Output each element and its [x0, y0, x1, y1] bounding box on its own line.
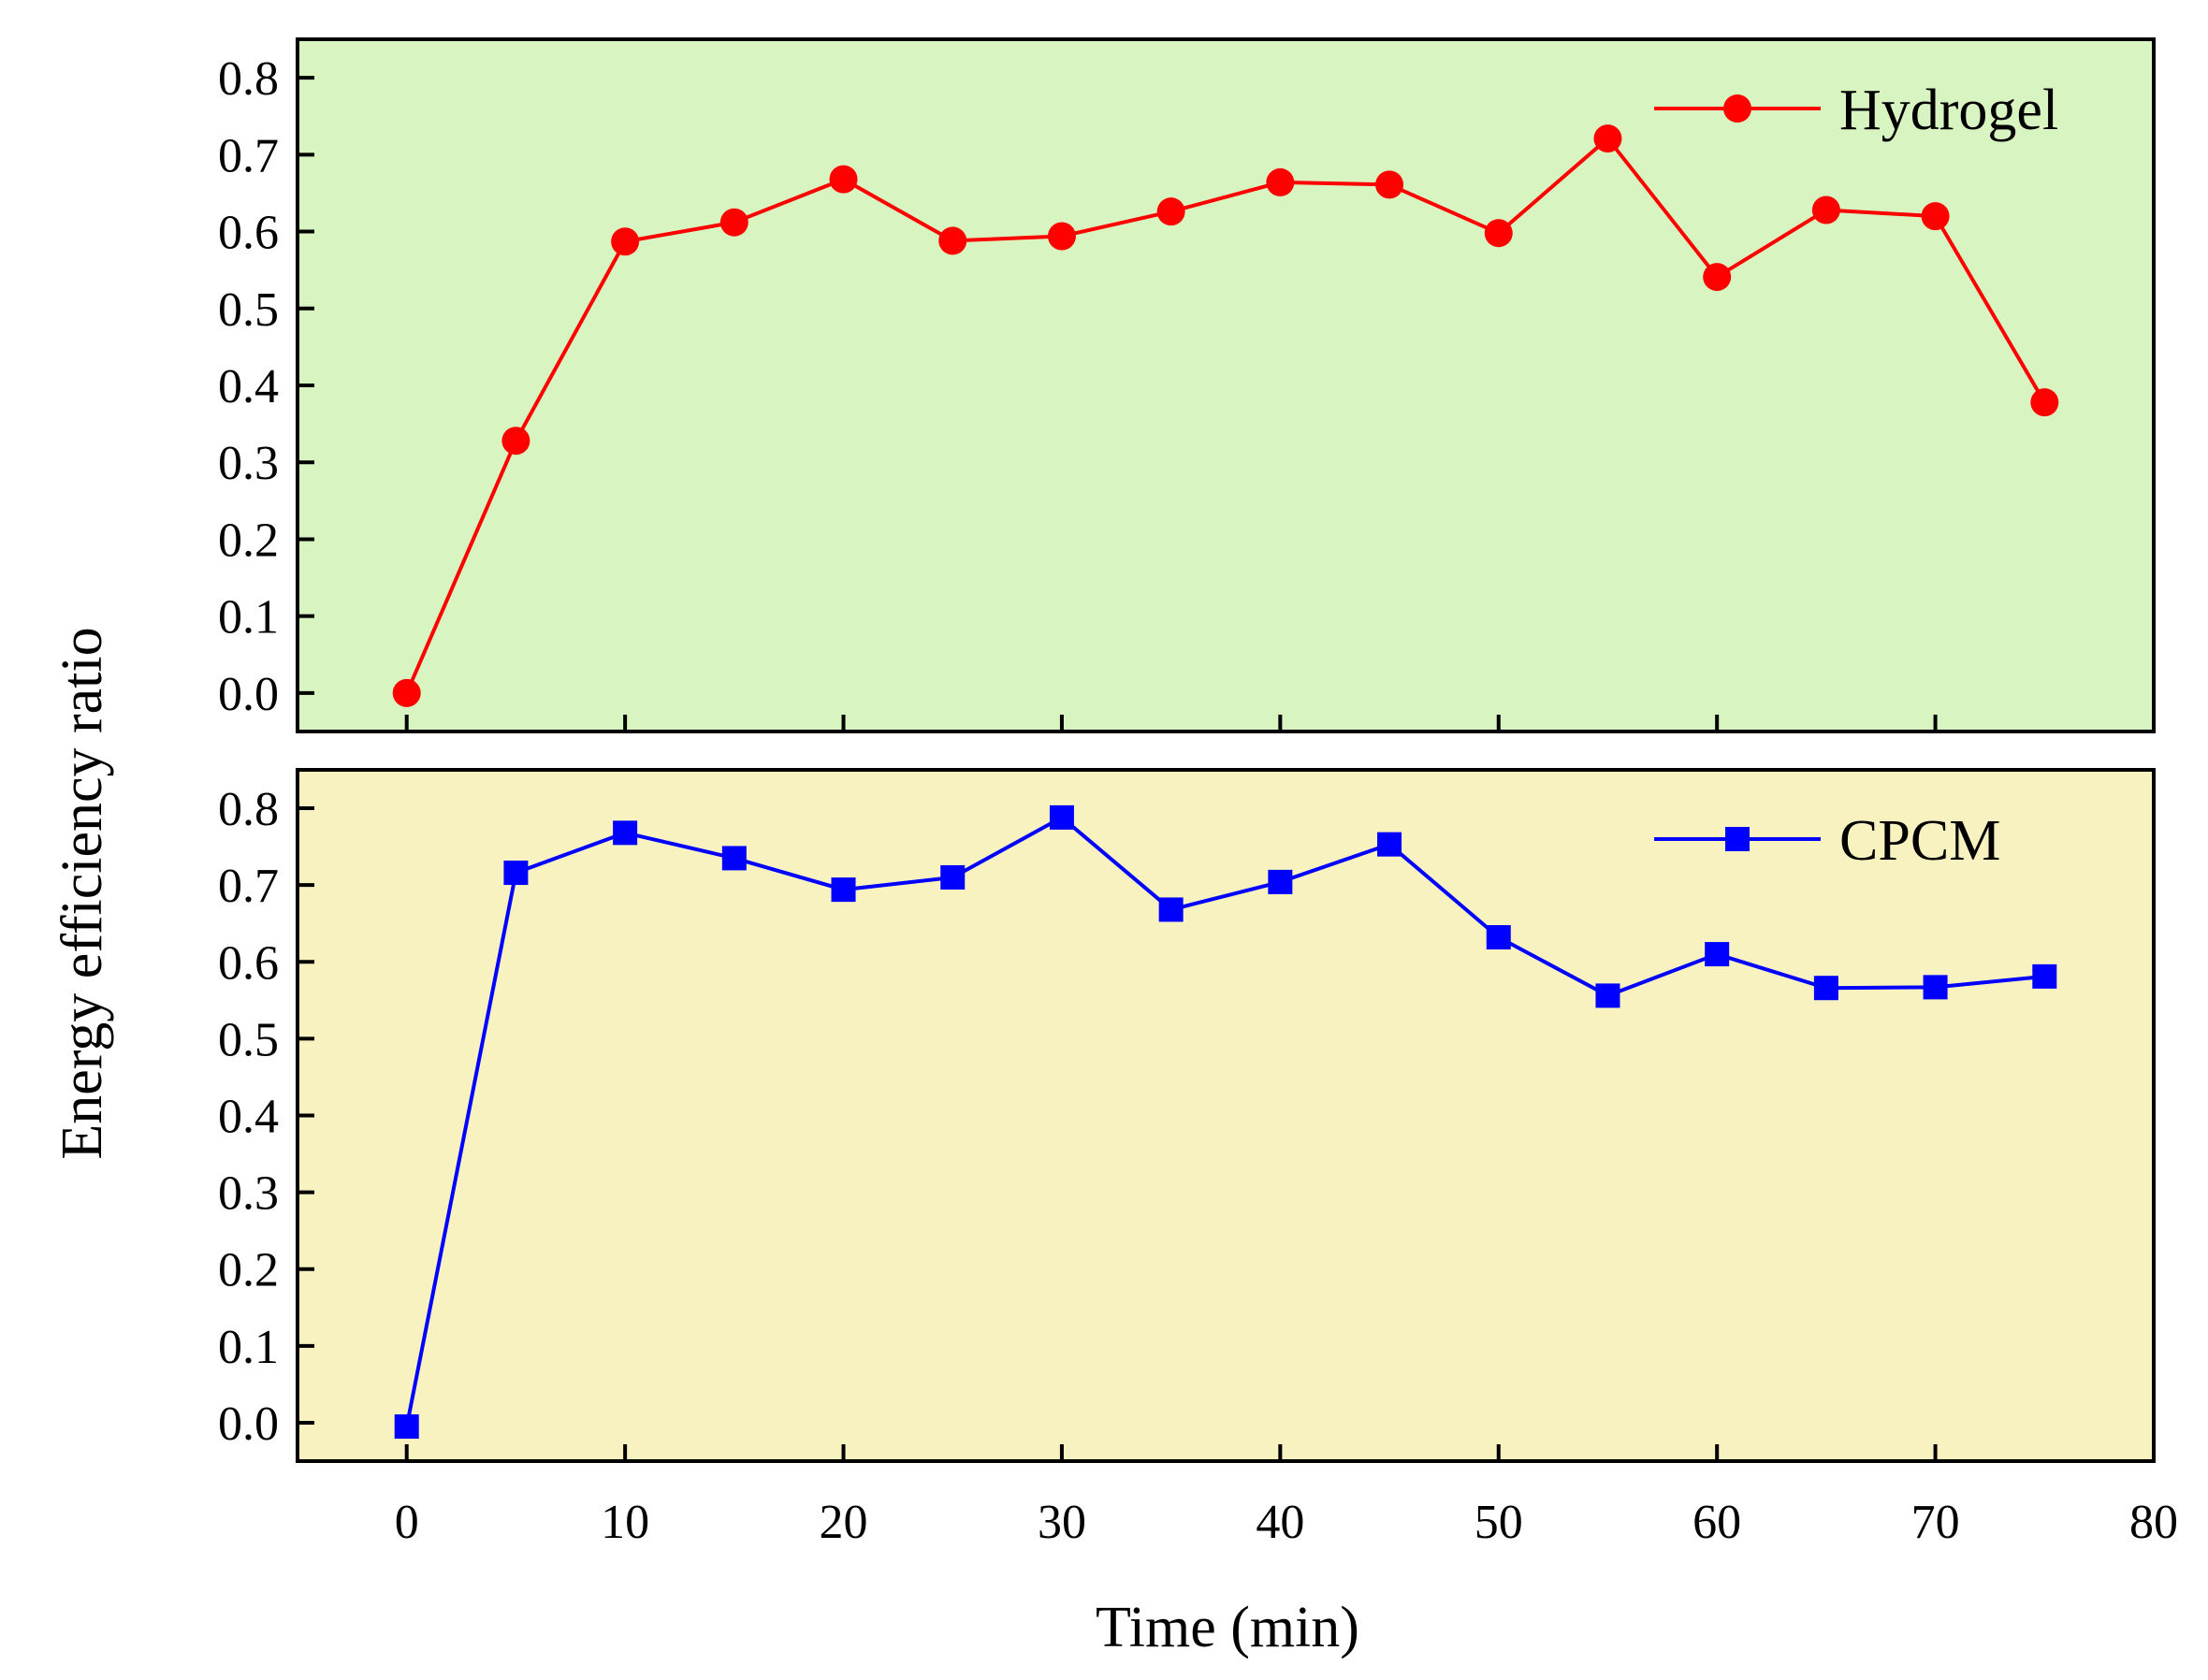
hydrogel-series-line	[404, 137, 2047, 694]
cpcm-x-tick-label: 60	[1692, 1496, 1741, 1549]
cpcm-y-tick-label: 0.3	[218, 1167, 279, 1221]
cpcm-x-tick-label: 50	[1474, 1496, 1523, 1549]
hydrogel-data-point	[1484, 219, 1513, 248]
cpcm-data-point	[2032, 963, 2057, 989]
hydrogel-data-point	[501, 427, 530, 456]
hydrogel-y-tick-label: 0.7	[218, 129, 279, 182]
hydrogel-data-point	[1047, 222, 1076, 251]
hydrogel-y-tick-label: 0.0	[218, 668, 279, 721]
cpcm-y-tick-label: 0.2	[218, 1244, 279, 1297]
cpcm-legend: CPCM	[1654, 809, 2000, 873]
cpcm-y-tick-label: 0.8	[218, 783, 279, 836]
hydrogel-data-point	[1921, 202, 1950, 231]
hydrogel-legend-marker	[1723, 94, 1751, 123]
cpcm-y-tick-label: 0.6	[218, 936, 279, 990]
cpcm-data-point	[1049, 804, 1074, 830]
hydrogel-data-point	[1266, 167, 1295, 196]
hydrogel-data-point	[938, 226, 967, 255]
cpcm-panel: 0.0 0.1 0.2 0.3 0.4 0.5 0.6 0.7 0.8 0 10 20 30 40 50 60…	[218, 768, 2178, 1549]
cpcm-data-point	[1923, 975, 1948, 1000]
cpcm-x-tick-label: 70	[1911, 1496, 1960, 1549]
cpcm-data-point	[1813, 976, 1838, 1001]
cpcm-y-tick-label: 0.5	[218, 1013, 279, 1066]
cpcm-x-tick-label: 30	[1038, 1496, 1086, 1549]
cpcm-legend-marker	[1725, 827, 1750, 851]
cpcm-data-point	[1705, 942, 1730, 967]
hydrogel-data-point	[1156, 197, 1185, 226]
cpcm-data-point	[1268, 869, 1293, 894]
hydrogel-data-point	[1593, 124, 1622, 153]
hydrogel-data-point	[829, 165, 858, 194]
hydrogel-y-tick-label: 0.5	[218, 283, 279, 337]
cpcm-x-tick-label: 80	[2129, 1496, 2178, 1549]
cpcm-y-tick-label: 0.7	[218, 860, 279, 913]
cpcm-x-tick-label: 0	[395, 1496, 419, 1549]
cpcm-y-tick-label: 0.1	[218, 1321, 279, 1374]
cpcm-data-point	[394, 1414, 419, 1440]
cpcm-y-tick-label: 0.0	[218, 1398, 279, 1451]
hydrogel-data-point	[1811, 196, 1840, 224]
cpcm-data-point	[503, 861, 529, 886]
hydrogel-y-tick-label: 0.8	[218, 52, 279, 106]
cpcm-data-point	[940, 864, 966, 890]
hydrogel-data-point	[1375, 170, 1404, 199]
hydrogel-legend-label: Hydrogel	[1839, 79, 2058, 142]
cpcm-data-point	[1377, 832, 1402, 857]
hydrogel-y-tick-label: 0.6	[218, 207, 279, 260]
hydrogel-y-tick-label: 0.1	[218, 591, 279, 644]
cpcm-data-point	[1486, 925, 1511, 950]
cpcm-x-tick-label: 10	[601, 1496, 649, 1549]
cpcm-data-point	[613, 820, 638, 846]
cpcm-data-point	[1158, 897, 1184, 922]
cpcm-y-tick-label: 0.4	[218, 1091, 279, 1144]
hydrogel-plot-area	[298, 39, 2154, 731]
hydrogel-data-point	[611, 227, 640, 256]
cpcm-x-tick-label: 20	[820, 1496, 868, 1549]
cpcm-data-point	[721, 846, 747, 871]
cpcm-x-tick-label: 40	[1256, 1496, 1304, 1549]
cpcm-data-point	[1595, 983, 1620, 1008]
y-axis-title: Energy efficiency ratio	[51, 627, 114, 1159]
hydrogel-y-tick-label: 0.3	[218, 437, 279, 490]
hydrogel-panel: 0.0 0.1 0.2 0.3 0.4 0.5 0.6 0.7 0.8 Hydrogel	[218, 37, 2156, 733]
x-axis-title: Time (min)	[1096, 1596, 1359, 1659]
hydrogel-legend: Hydrogel	[1654, 79, 2058, 142]
hydrogel-y-tick-label: 0.2	[218, 514, 279, 567]
hydrogel-data-point	[2030, 388, 2059, 417]
hydrogel-data-point	[392, 678, 421, 707]
hydrogel-y-tick-label: 0.4	[218, 360, 279, 413]
cpcm-plot-area	[298, 770, 2154, 1461]
hydrogel-data-point	[719, 208, 748, 237]
hydrogel-data-point	[1703, 263, 1732, 292]
cpcm-series-line	[404, 815, 2045, 1427]
hydrogel-frame	[296, 37, 2156, 733]
cpcm-data-point	[831, 877, 856, 903]
cpcm-legend-label: CPCM	[1839, 809, 2000, 873]
cpcm-frame	[296, 768, 2156, 1463]
